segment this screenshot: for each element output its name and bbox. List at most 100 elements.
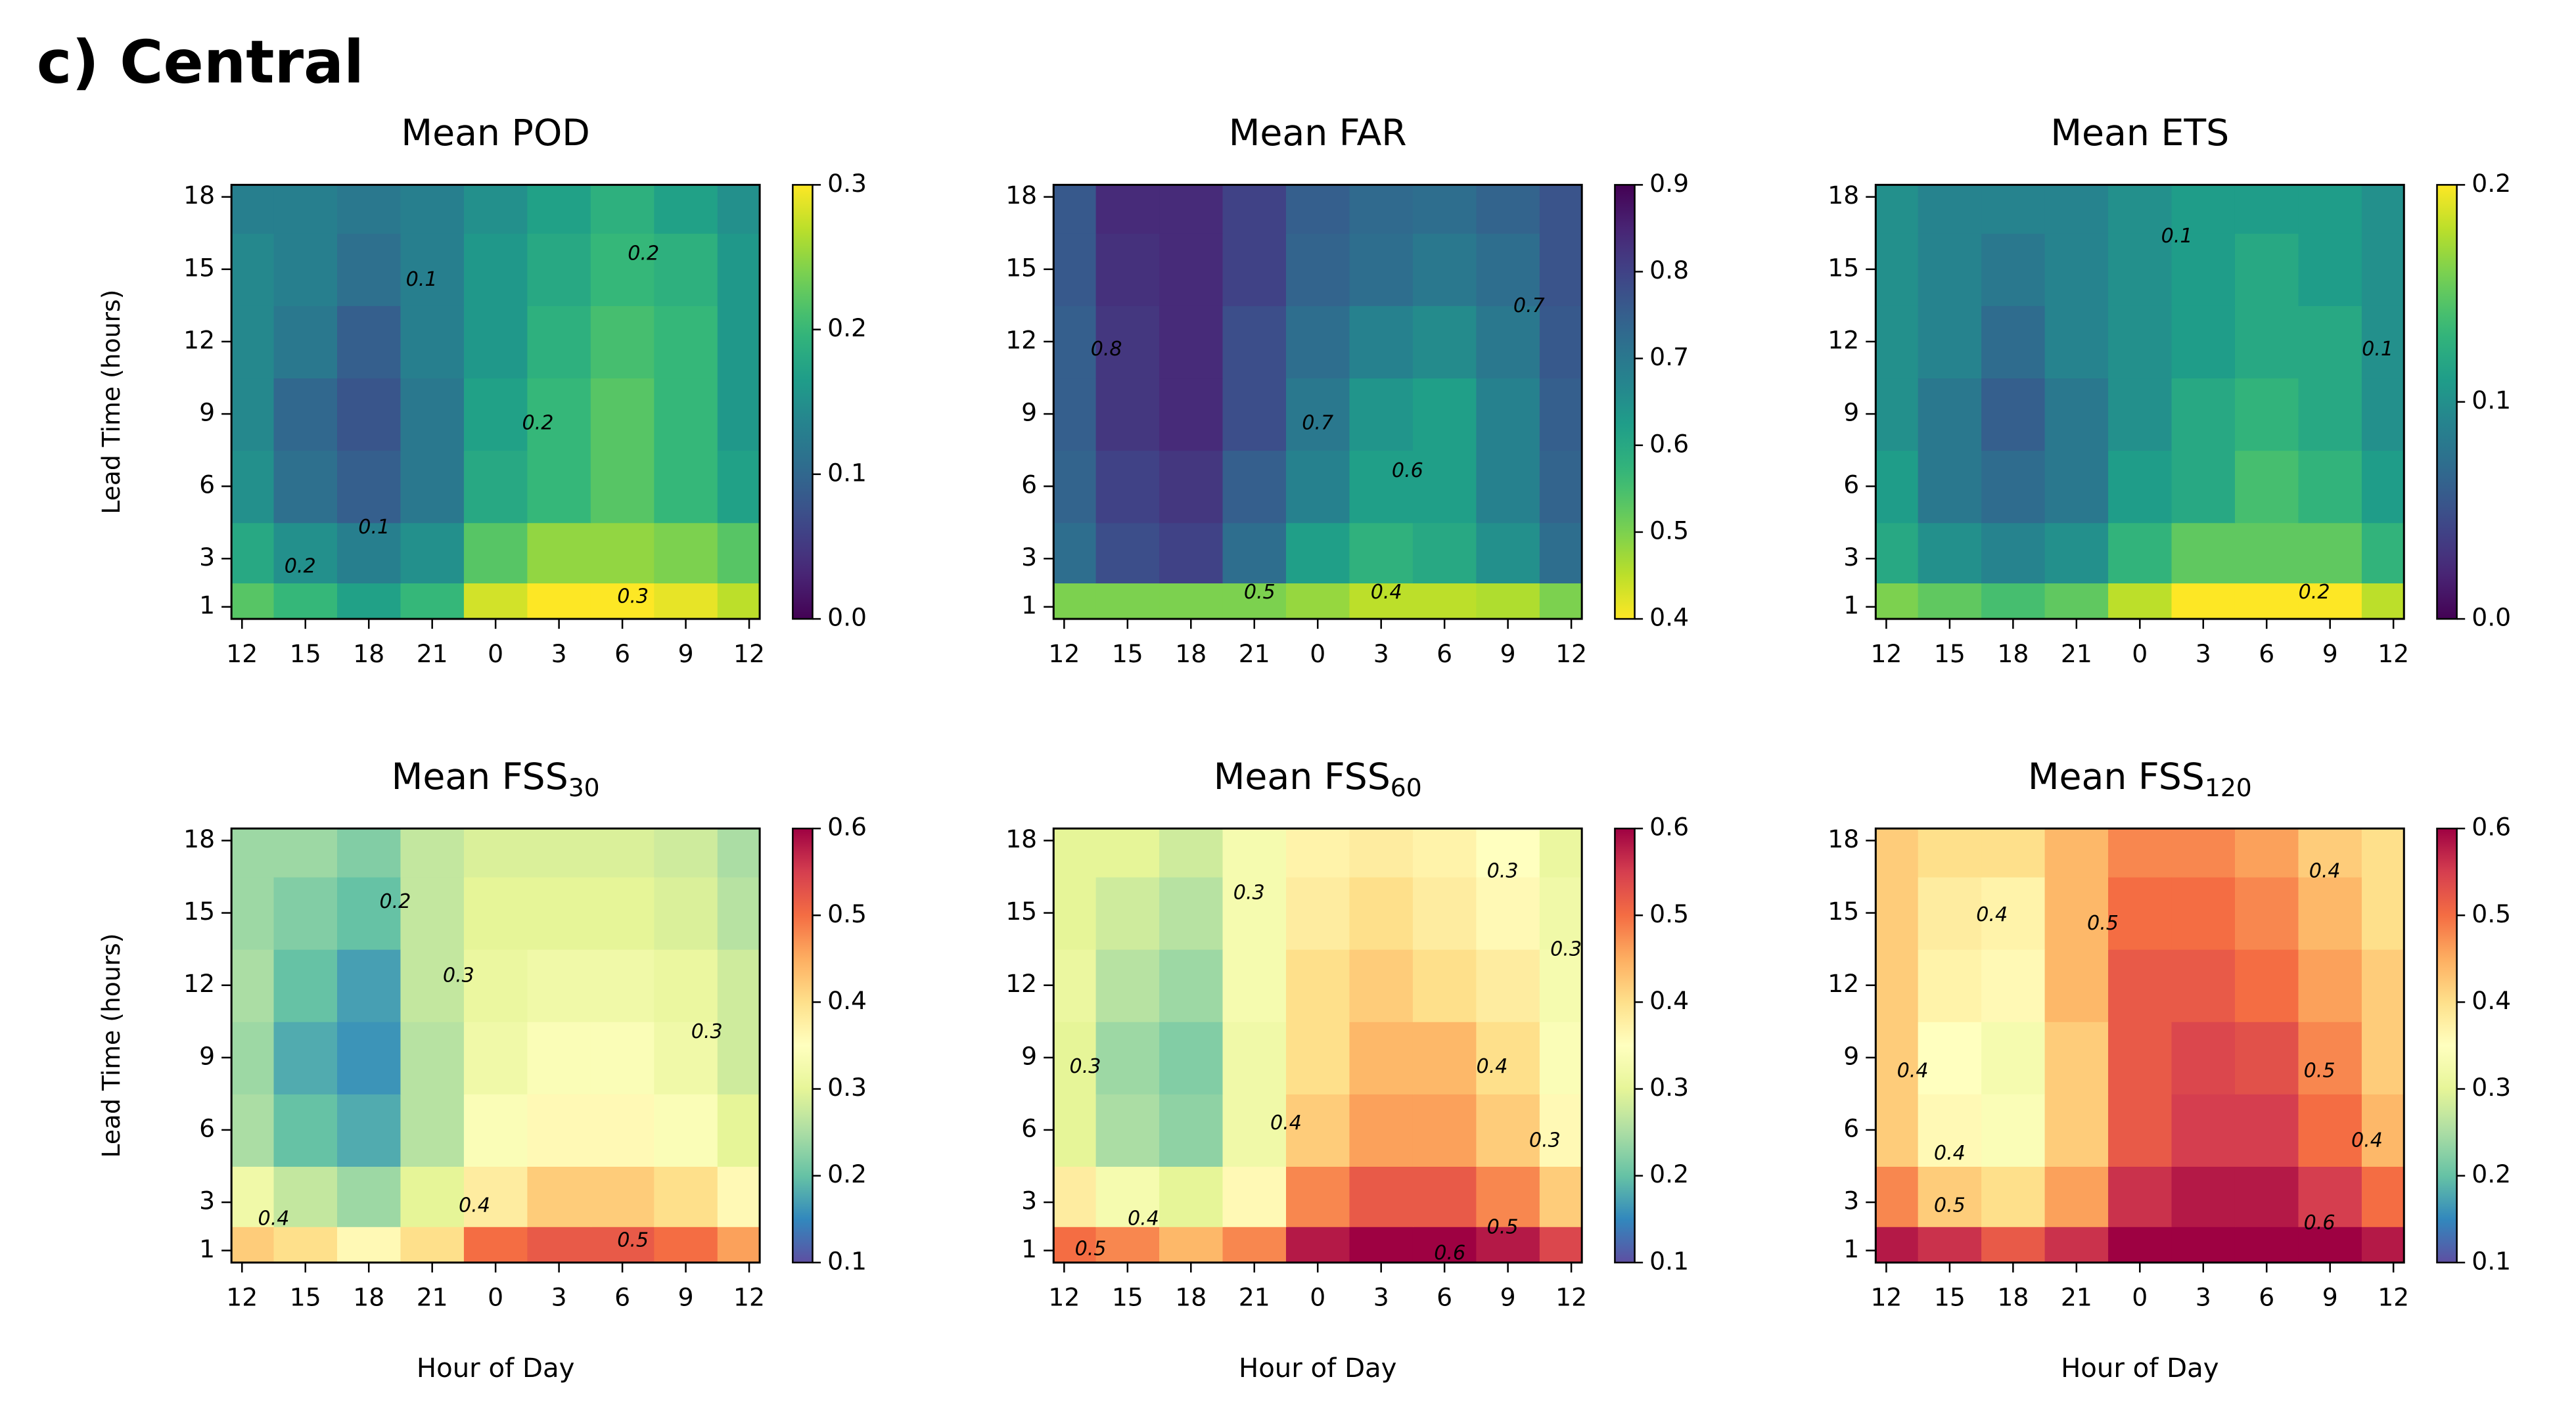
x-tick-label: 6 [614,639,630,668]
heatmap-cell [2298,1166,2362,1227]
heatmap-cell [2171,233,2236,306]
contour-label: 0.4 [1128,1207,1159,1230]
x-tick-label: 21 [417,639,448,668]
heatmap-cell [1875,522,1919,584]
heatmap-cell [1222,1093,1287,1167]
heatmap-cell [336,233,402,306]
y-tick-label: 9 [1021,1041,1037,1070]
heatmap-cell [717,1226,761,1263]
heatmap-cell [654,450,718,524]
heatmap-cell [2108,450,2173,524]
colorbar-tick-label: 0.5 [2472,899,2511,928]
x-tick-label: 21 [2061,1283,2092,1312]
heatmap-cell [1095,949,1161,1022]
heatmap-cell [463,305,528,379]
y-tick-label: 6 [1843,470,1859,499]
heatmap-cell [717,305,761,379]
heatmap-cell [1349,185,1414,234]
heatmap-cell [2361,305,2405,379]
heatmap-cell [1349,1093,1414,1167]
heatmap-cell [717,876,761,950]
heatmap-cell [1875,876,1919,950]
heatmap-cell [654,583,718,620]
x-tick-label: 12 [226,1283,258,1312]
colorbar-tick-label: 0.3 [827,169,867,198]
heatmap-cell [2044,876,2109,950]
colorbar [1614,184,1636,620]
x-tick-label: 12 [2378,1283,2409,1312]
heatmap-cell [1981,522,2046,584]
heatmap-cell [1476,828,1540,878]
x-tick-label: 6 [1437,639,1452,668]
y-tick-label: 1 [199,591,215,620]
heatmap-cell [717,450,761,524]
colorbar-tick-label: 0.6 [2472,813,2511,842]
x-tick-label: 18 [1997,1283,2029,1312]
heatmap-cell [2234,305,2299,379]
x-tick-label: 18 [353,639,384,668]
heatmap-cell [2361,876,2405,950]
heatmap-cell [1476,522,1540,584]
contour-label: 0.2 [285,554,316,577]
x-tick-label: 18 [1997,639,2029,668]
heatmap-cell [717,1093,761,1167]
heatmap-cell [1981,185,2046,234]
colorbar-tick-label: 0.1 [2472,1246,2511,1275]
heatmap-cell [1476,1166,1540,1227]
heatmap-cell [654,522,718,584]
heatmap-cell [463,828,528,878]
x-tick-label: 21 [417,1283,448,1312]
heatmap-cell [463,233,528,306]
heatmap-cell [2044,1093,2109,1167]
panel: 0.1 0.2 0.2 0.1 0.2 0.3 Mean POD 12 15 18 21 0 3 6 9 12… [97,112,867,668]
x-tick-label: 12 [2378,639,2409,668]
contour-label: 0.3 [1550,938,1582,961]
heatmap-cell [590,1021,655,1094]
x-tick-label: 3 [551,1283,567,1312]
heatmap-cell [1053,1021,1097,1094]
heatmap-cell [1285,522,1350,584]
y-tick-label: 3 [199,543,215,572]
colorbar-tick-label: 0.0 [2472,603,2511,632]
heatmap-cell [1053,450,1097,524]
heatmap-cell [717,949,761,1022]
x-tick-label: 0 [1310,639,1325,668]
heatmap-cell [717,1021,761,1094]
y-tick-label: 9 [199,1041,215,1070]
heatmap-cell [463,949,528,1022]
x-tick-label: 15 [1934,1283,1966,1312]
heatmap-cell [336,583,402,620]
contour-label: 0.4 [1934,1142,1966,1165]
contour-label: 0.3 [443,964,474,987]
heatmap-cell [400,1021,465,1094]
heatmap-cell [2298,305,2362,379]
heatmap-cell [1412,305,1477,379]
heatmap-cell [231,583,275,620]
heatmap-cell [590,522,655,584]
colorbar-tick-label: 0.9 [1649,169,1689,198]
heatmap-cell [273,583,338,620]
heatmap-cell [1349,828,1414,878]
heatmap-cell [1539,1093,1583,1167]
heatmap-cell [1159,876,1224,950]
heatmap-cell [2108,1226,2173,1263]
title-subscript: 120 [2205,773,2252,801]
heatmap-cell [1285,1166,1350,1227]
heatmap-cell [2361,185,2405,234]
heatmap-cell [400,1093,465,1167]
heatmap-cell [717,1166,761,1227]
heatmap-cell [1412,949,1477,1022]
heatmap-cell [231,949,275,1022]
heatmap-cell [1285,233,1350,306]
heatmap-cell [1349,1226,1414,1263]
heatmap-cell [2108,949,2173,1022]
x-tick-label: 12 [1870,1283,1902,1312]
heatmap-cell [2298,233,2362,306]
heatmap-cell [590,450,655,524]
x-tick-label: 21 [1239,639,1270,668]
heatmap-cell [1222,1166,1287,1227]
heatmap-cell [400,583,465,620]
heatmap-cell [1285,876,1350,950]
heatmap-cell [463,1166,528,1227]
heatmap-cell [1222,305,1287,379]
